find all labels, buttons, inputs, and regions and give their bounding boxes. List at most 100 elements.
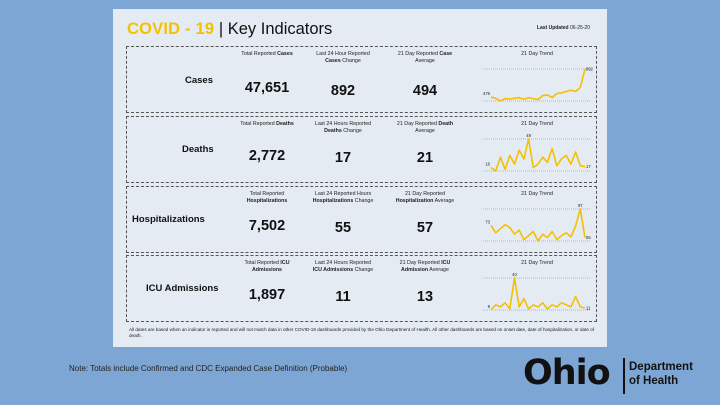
header-total: Total Reported Cases [222, 51, 312, 58]
total-value: 7,502 [248, 218, 286, 234]
header-part: Change [353, 197, 374, 204]
header-part: Hospitalization [395, 197, 434, 204]
header-part: Total Reported [244, 260, 281, 266]
metric-label: Hospitalizations [132, 214, 205, 225]
header-part: 21 Day Reported [397, 51, 440, 57]
trend-first-label: 16 [485, 162, 490, 167]
header-part: Last 24 Hours Reported [314, 121, 372, 127]
header-change: Last 24 Hours Reported ICU Admissions Cha… [298, 260, 388, 273]
trend-sparkline: 476 892 [481, 61, 593, 109]
department-of-health-label: Department of Health [629, 361, 693, 388]
header-part: Admission [401, 266, 429, 273]
page-title: COVID - 19 | Key Indicators [127, 20, 332, 39]
title-highlight: COVID - 19 [127, 20, 215, 38]
footer-disclaimer: All dates are based when an indicator is… [129, 327, 595, 338]
header-part: Deaths [324, 127, 342, 134]
metric-label: Deaths [182, 144, 214, 155]
header-trend: 21 Day Trend [521, 121, 553, 127]
header-part: ICU [441, 260, 451, 266]
header-part: Last 24 Hour Reported [316, 51, 370, 57]
change-value: 17 [334, 150, 352, 166]
key-indicators-card: COVID - 19 | Key Indicators Last Updated… [113, 9, 607, 347]
header-part: 21 Day Reported [396, 121, 439, 127]
trend-line [490, 208, 586, 242]
note-text: Note: Totals include Confirmed and CDC E… [69, 364, 348, 373]
trend-last-label: 55 [586, 235, 591, 240]
trend-line [490, 277, 586, 311]
header-part: Change [353, 266, 374, 273]
header-trend: 21 Day Trend [521, 260, 553, 266]
header-part: Average [428, 266, 449, 273]
header-part: Change [341, 127, 362, 134]
trend-sparkline: 16 17 49 [481, 131, 593, 179]
header-total: Total Reported Deaths [222, 121, 312, 128]
logo-divider [623, 358, 625, 394]
trend-peak-label: 97 [578, 203, 583, 208]
average-value: 57 [416, 220, 434, 236]
change-value: 11 [335, 289, 351, 305]
header-average: 21 Day Reported Case Average [380, 51, 470, 64]
header-trend: 21 Day Trend [521, 191, 553, 197]
header-part: Case [439, 51, 453, 57]
header-part: Cases [325, 57, 341, 64]
sparkline-svg: 476 892 [483, 67, 593, 102]
trend-sparkline: 9 11 40 [481, 270, 593, 318]
header-part: Admissions [251, 266, 283, 273]
header-part: 21 Day Reported [399, 260, 442, 266]
header-part: Total Reported [249, 191, 285, 197]
header-part: Average [415, 127, 435, 134]
change-value: 55 [334, 220, 352, 236]
header-part: ICU Admissions [312, 266, 354, 273]
sparkline-svg: 73 55 97 [483, 203, 591, 242]
title-rest: | Key Indicators [214, 20, 333, 38]
ohio-logo-wordmark: Ohio [523, 353, 611, 393]
section-cases: Total Reported Cases Last 24 Hour Report… [126, 46, 597, 113]
metric-label: ICU Admissions [146, 283, 219, 294]
header-part: Average [433, 197, 455, 204]
header-change: Last 24 Hour Reported Cases Change [298, 51, 388, 64]
average-value: 13 [416, 289, 434, 305]
header-part: Deaths [276, 121, 294, 127]
sparkline-svg: 9 11 40 [483, 272, 591, 311]
total-value: 2,772 [248, 148, 286, 164]
trend-last-label: 11 [586, 305, 591, 310]
average-value: 21 [416, 150, 434, 166]
section-hospitalizations: Total Reported Hospitalizations Last 24 R… [126, 186, 597, 253]
trend-first-label: 476 [483, 91, 491, 96]
dept-line2: of Health [629, 374, 679, 387]
header-part: Total Reported [241, 51, 278, 57]
header-average: 21 Day Reported Death Average [380, 121, 470, 134]
trend-peak-label: 49 [526, 133, 531, 138]
header-total: Total Reported ICU Admissions [222, 260, 312, 273]
header-trend: 21 Day Trend [521, 51, 553, 57]
section-icu-admissions: Total Reported ICU Admissions Last 24 Hou… [126, 255, 597, 322]
header-part: Last 24 Reported Hours [314, 191, 372, 197]
header-part: Average [415, 57, 435, 64]
total-value: 47,651 [244, 80, 290, 96]
header-part: 21 Day Reported [404, 191, 446, 197]
sparkline-svg: 16 17 49 [483, 133, 591, 172]
header-part: ICU [280, 260, 290, 266]
header-average: 21 Day Reported Hospitalization Average [380, 191, 470, 204]
section-deaths: Total Reported Deaths Last 24 Hours Repo… [126, 116, 597, 183]
trend-last-label: 17 [586, 164, 591, 169]
header-part: Last 24 Hours Reported [314, 260, 372, 266]
dept-line1: Department [629, 361, 693, 373]
trend-sparkline: 73 55 97 [481, 201, 593, 249]
header-part: Hospitalizations [312, 197, 354, 204]
trend-first-label: 73 [485, 219, 490, 224]
header-part: Death [438, 121, 454, 127]
last-updated-label: Last Updated [536, 25, 569, 31]
header-part: Change [340, 57, 361, 64]
header-change: Last 24 Reported Hours Hospitalizations C… [298, 191, 388, 204]
ohio-department-of-health-logo: Ohio Department of Health [520, 353, 710, 399]
header-part: Cases [277, 51, 293, 57]
trend-line [490, 68, 586, 102]
change-value: 892 [330, 83, 356, 99]
header-average: 21 Day Reported ICU Admission Average [380, 260, 470, 273]
header-part: Hospitalizations [246, 197, 288, 204]
trend-line [490, 138, 586, 172]
total-value: 1,897 [248, 287, 286, 303]
last-updated-value: 06-25-20 [568, 25, 590, 31]
header-total: Total Reported Hospitalizations [222, 191, 312, 204]
